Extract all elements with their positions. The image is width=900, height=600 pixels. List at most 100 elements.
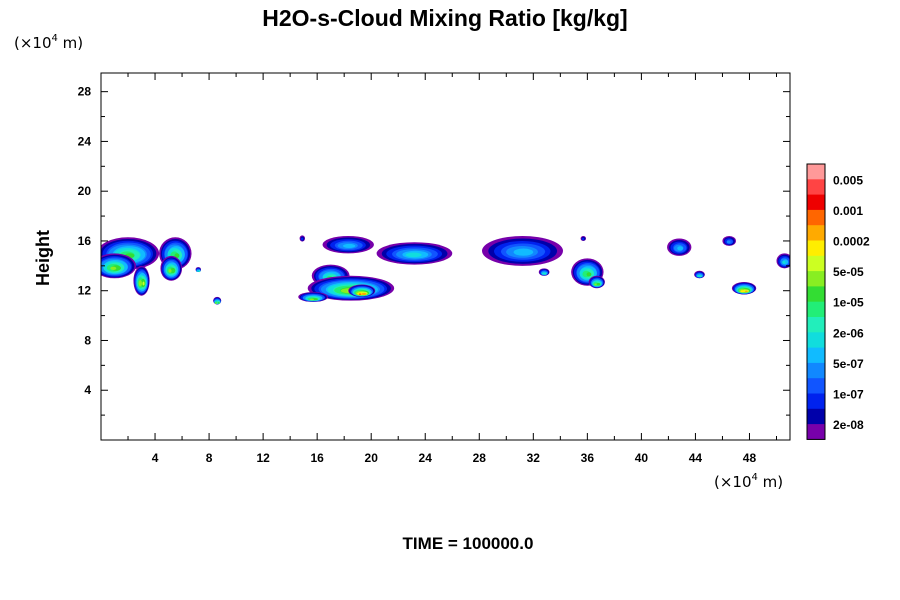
contour-level [699,275,702,278]
cloud-region [538,268,550,276]
contour-level [740,290,745,293]
colorbar-swatch [807,362,825,379]
x-tick-label: 48 [743,451,757,465]
colorbar-swatch [807,164,825,180]
colorbar-label: 0.005 [833,173,863,187]
colorbar-swatch [807,301,825,318]
contour-level [174,253,180,259]
colorbar-label: 2e-06 [833,326,864,340]
y-tick-label: 28 [78,85,92,99]
colorbar-swatch [807,424,825,440]
colorbar-swatch [807,317,825,333]
colorbar-legend: 0.005 0.001 0.0002 5e-05 1e-05 2e-06 5e-07 1e-0… [806,163,870,440]
x-tick-label: 44 [689,451,703,465]
colorbar-swatch [807,194,825,211]
cloud-region [213,296,222,305]
x-tick-label: 20 [365,451,379,465]
colorbar-label: 5e-05 [833,265,864,279]
colorbar-swatch [807,255,825,272]
cloud-region [160,255,183,281]
colorbar-swatch [807,209,825,226]
y-tick-label: 12 [78,284,92,298]
cloud-region [667,238,692,256]
contour-level [300,237,304,241]
colorbar-swatch [807,286,825,303]
contour-level [697,274,701,278]
time-label: TIME = 100000.0 [403,534,534,553]
contour-level [596,282,601,286]
contour-level [215,302,217,304]
colorbar-swatch [807,271,825,287]
x-tick-label: 28 [473,451,487,465]
contour-level [513,248,534,256]
cloud-region [133,265,150,296]
cloud-region [694,270,705,279]
x-tick-label: 8 [206,451,213,465]
cloud-region [348,284,376,297]
colorbar-label: 0.001 [833,204,863,218]
cloud-region [481,235,564,266]
contour-level [745,290,748,293]
x-tick-label: 24 [419,451,433,465]
colorbar-label: 2e-08 [833,418,864,432]
contour-level [196,270,199,272]
x-tick-label: 12 [256,451,270,465]
colorbar-swatch [807,378,825,394]
x-tick-label: 36 [581,451,595,465]
cloud-region [722,235,736,246]
cloud-region [322,235,374,254]
cloud-region [195,267,201,273]
contour-level [168,269,172,273]
contour-level [342,243,356,249]
x-tick-label: 4 [152,451,159,465]
colorbar-frame [806,163,826,440]
colorbar-label: 1e-05 [833,296,864,310]
y-tick-label: 8 [84,333,91,347]
contour-level [138,280,143,287]
plot-frame [100,72,791,441]
contour-level [726,240,731,244]
contour-level [198,270,201,273]
y-tick-label: 20 [78,184,92,198]
contour-level [586,272,592,277]
x-tick-label: 40 [635,451,649,465]
colorbar-label: 1e-07 [833,388,864,402]
y-tick-label: 24 [78,134,92,148]
cloud-region [776,253,790,269]
contour-level [581,237,585,241]
cloud-region [101,253,137,279]
cloud-region [588,275,605,289]
contour-level [594,283,597,286]
colorbar-swatch [807,393,825,410]
colorbar-swatch [807,179,825,195]
colorbar-swatch [807,240,825,257]
cloud-region [299,235,305,242]
cloud-region [580,235,587,241]
contour-level [544,273,547,275]
cloud-region [731,282,757,295]
contour-level [782,260,786,264]
colorbar-label: 0.0002 [833,235,870,249]
contour-level [405,252,422,258]
cloud-contours [101,235,790,305]
contour-level [170,267,176,274]
contour-level [309,298,314,301]
x-tick-label: 32 [527,451,541,465]
contour-level [110,266,117,271]
chart-title: H2O-s-Cloud Mixing Ratio [kg/kg] [262,5,627,31]
contour-level [358,293,362,296]
cloud-region [376,242,453,265]
colorbar-swatch [807,225,825,241]
y-tick-label: 16 [78,234,92,248]
y-tick-label: 4 [84,383,91,397]
x-tick-label: 16 [310,451,324,465]
contour-level [361,292,367,295]
colorbar-swatch [807,347,825,364]
colorbar-label: 5e-07 [833,357,864,371]
x-unit-label: (×104 m) [714,472,783,491]
y-axis-label: Height [33,230,53,286]
contour-level [677,246,684,251]
contour-level [541,272,546,275]
